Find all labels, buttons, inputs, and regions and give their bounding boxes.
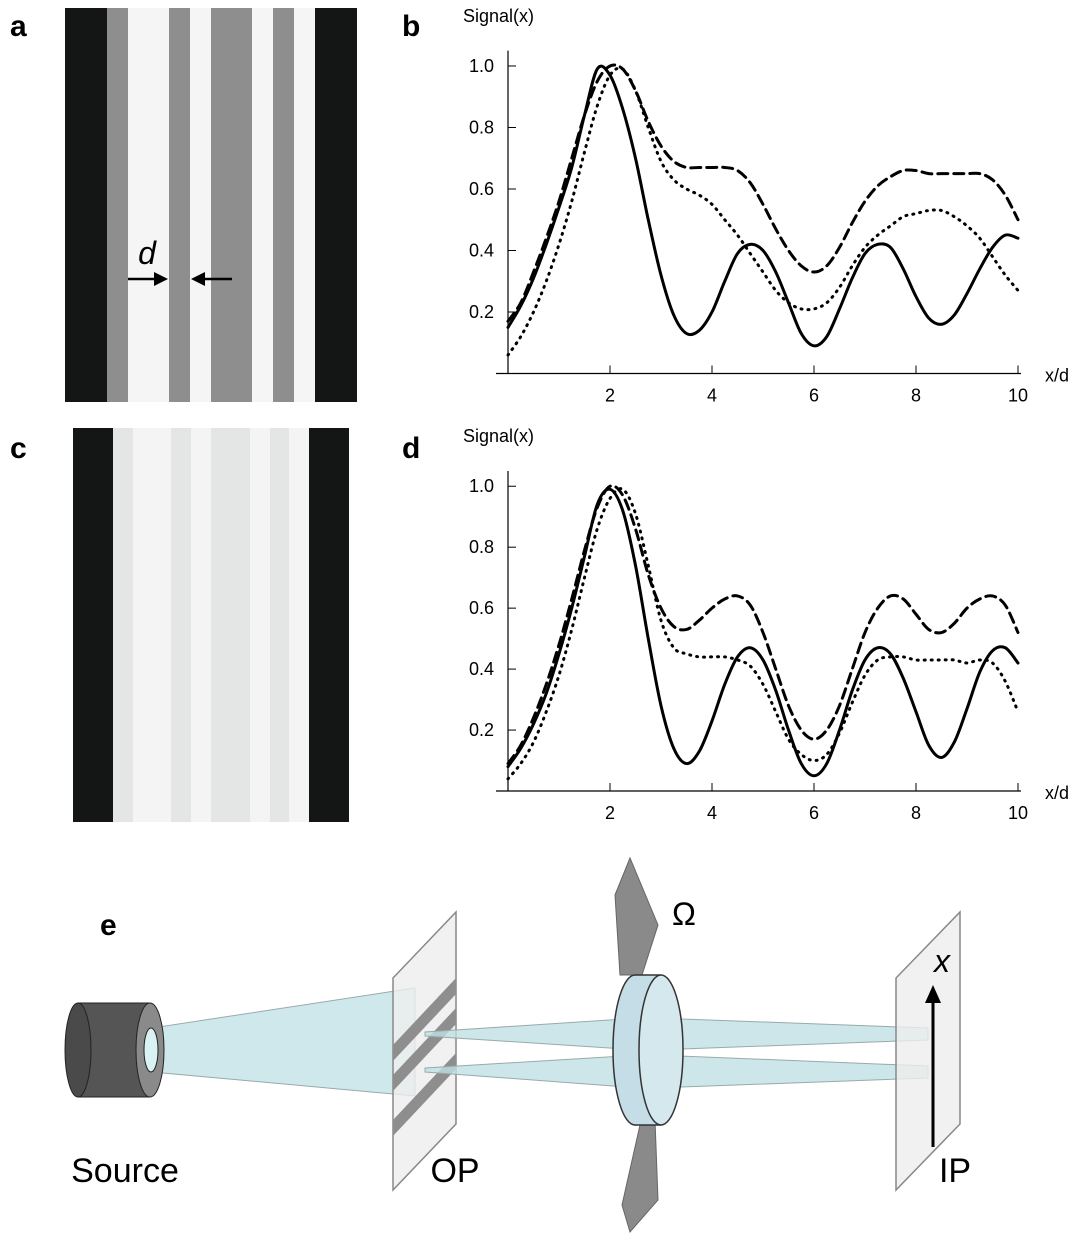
panel-label: c <box>10 432 27 465</box>
x-tick-label: 6 <box>809 386 819 406</box>
omega-label: Ω <box>672 896 696 932</box>
stripe-pattern-c <box>73 428 349 822</box>
y-axis-label: Signal(x) <box>463 426 534 446</box>
series-line <box>506 63 1020 323</box>
panel-label: b <box>402 10 420 43</box>
x-axis-label: x/d <box>1045 783 1069 803</box>
series-line <box>506 66 1020 357</box>
x-tick-label: 2 <box>605 386 615 406</box>
panel-label: e <box>100 909 117 942</box>
panel-label: d <box>402 432 420 465</box>
y-tick-label: 0.2 <box>469 302 494 322</box>
series-line <box>506 484 1020 766</box>
optical-setup <box>64 856 961 1234</box>
series-line <box>506 487 1020 781</box>
y-tick-label: 0.2 <box>469 720 494 740</box>
y-tick-label: 0.8 <box>469 117 494 137</box>
y-tick-label: 0.6 <box>469 179 494 199</box>
y-tick-label: 1.0 <box>469 476 494 496</box>
x-tick-label: 6 <box>809 803 819 823</box>
stripe-pattern-a <box>65 8 357 402</box>
y-tick-label: 0.4 <box>469 240 494 260</box>
panel-label: a <box>10 10 27 43</box>
source-label: Source <box>71 1152 179 1190</box>
x-tick-label: 4 <box>707 803 717 823</box>
series-line <box>506 64 1020 348</box>
y-tick-label: 0.8 <box>469 537 494 557</box>
x-tick-label: 8 <box>911 803 921 823</box>
x-tick-label: 8 <box>911 386 921 406</box>
width-label: d <box>138 235 157 271</box>
object-plane-label: OP <box>430 1152 479 1190</box>
y-tick-label: 0.6 <box>469 598 494 618</box>
x-tick-label: 4 <box>707 386 717 406</box>
x-axis-label: x/d <box>1045 366 1069 386</box>
x-tick-label: 10 <box>1008 386 1028 406</box>
axis-label: x <box>932 943 951 979</box>
y-axis-label: Signal(x) <box>463 6 534 26</box>
x-tick-label: 2 <box>605 803 615 823</box>
x-tick-label: 10 <box>1008 803 1028 823</box>
image-plane-label: IP <box>939 1152 971 1190</box>
y-tick-label: 0.4 <box>469 659 494 679</box>
y-tick-label: 1.0 <box>469 56 494 76</box>
